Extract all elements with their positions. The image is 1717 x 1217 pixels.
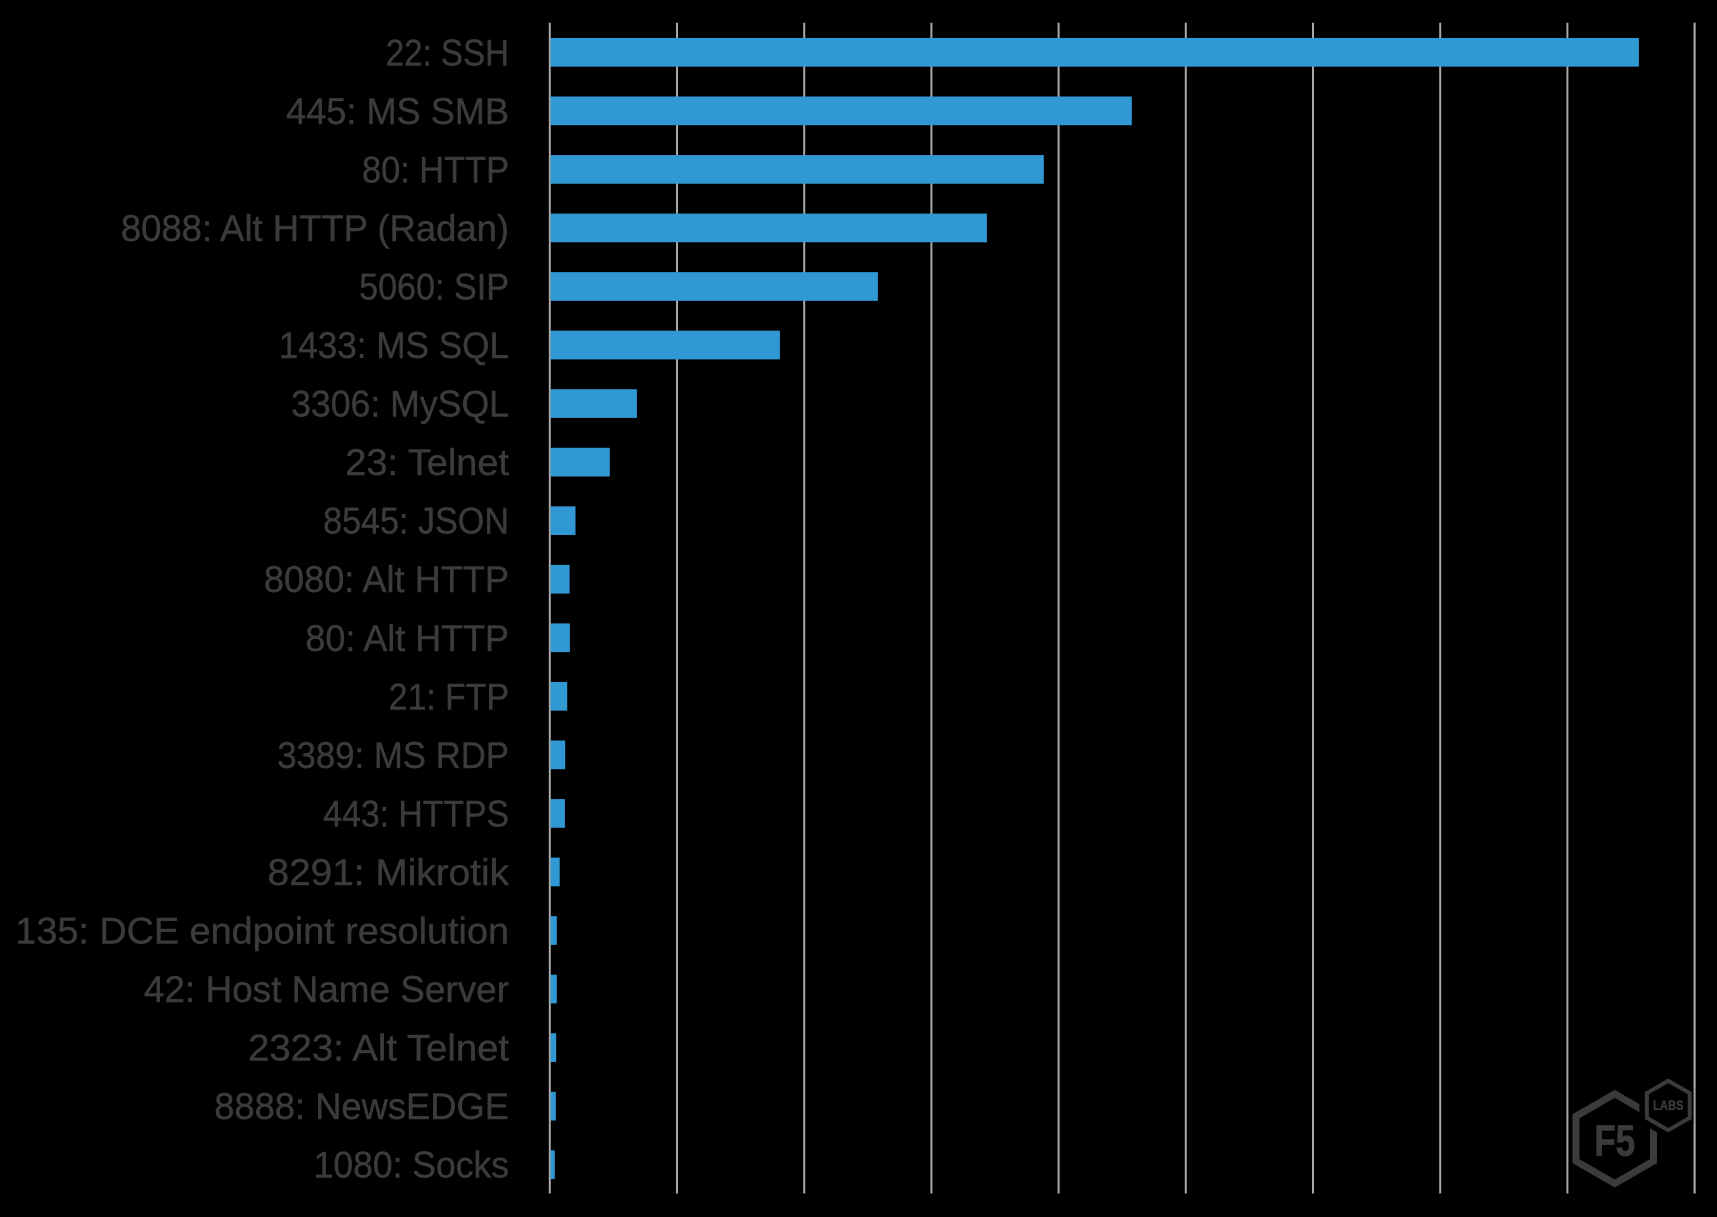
svg-text:5060: SIP: 5060: SIP xyxy=(359,265,509,307)
svg-text:8545: JSON: 8545: JSON xyxy=(323,500,509,542)
svg-text:8080: Alt HTTP: 8080: Alt HTTP xyxy=(264,558,509,600)
svg-text:F5: F5 xyxy=(1594,1117,1635,1165)
svg-text:2323: Alt Telnet: 2323: Alt Telnet xyxy=(248,1027,509,1069)
svg-text:80: HTTP: 80: HTTP xyxy=(362,148,509,190)
svg-text:8291: Mikrotik: 8291: Mikrotik xyxy=(268,851,510,893)
svg-text:3306: MySQL: 3306: MySQL xyxy=(291,383,509,425)
svg-text:135: DCE endpoint resolution: 135: DCE endpoint resolution xyxy=(15,910,509,952)
svg-text:21: FTP: 21: FTP xyxy=(389,675,509,717)
svg-text:443: HTTPS: 443: HTTPS xyxy=(323,792,509,834)
svg-text:42: Host Name Server: 42: Host Name Server xyxy=(144,968,509,1010)
svg-text:80: Alt HTTP: 80: Alt HTTP xyxy=(305,617,509,659)
svg-text:LABS: LABS xyxy=(1653,1098,1684,1113)
svg-text:445: MS SMB: 445: MS SMB xyxy=(286,90,509,132)
svg-text:23: Telnet: 23: Telnet xyxy=(345,441,509,483)
svg-text:1080: Socks: 1080: Socks xyxy=(314,1144,509,1186)
svg-text:22: SSH: 22: SSH xyxy=(386,31,509,73)
svg-text:3389: MS RDP: 3389: MS RDP xyxy=(277,734,509,776)
svg-text:8088: Alt HTTP (Radan): 8088: Alt HTTP (Radan) xyxy=(121,207,509,249)
svg-text:1433: MS SQL: 1433: MS SQL xyxy=(279,324,509,366)
svg-text:8888: NewsEDGE: 8888: NewsEDGE xyxy=(214,1085,509,1127)
